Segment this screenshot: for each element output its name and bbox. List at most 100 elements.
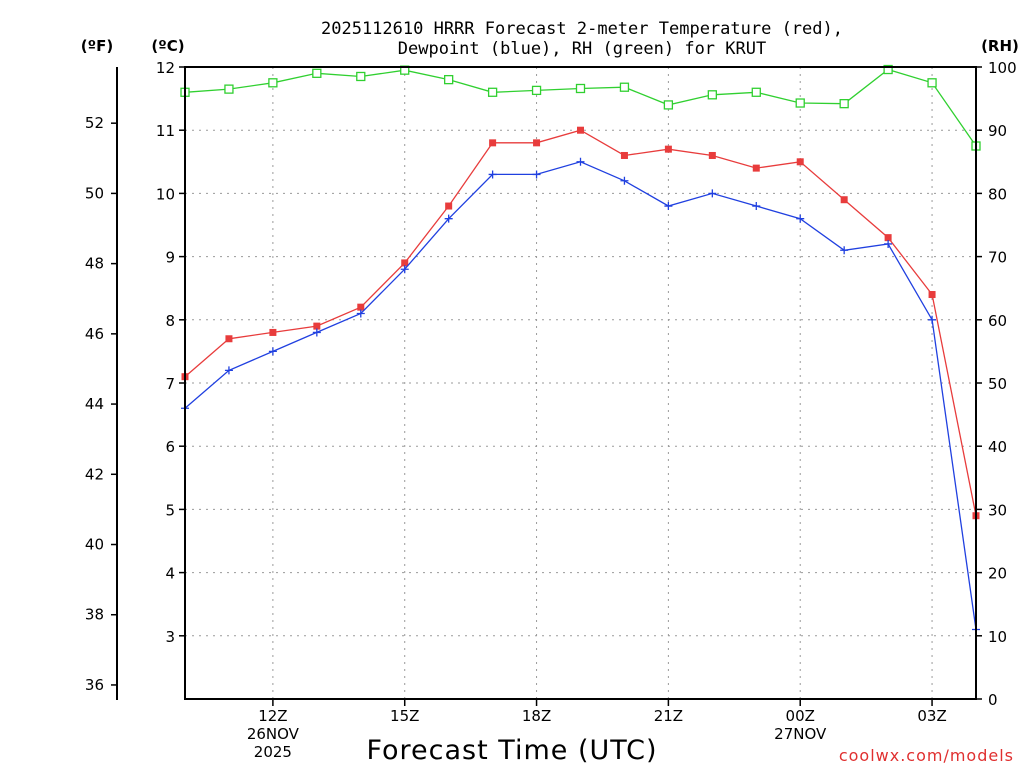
rh-point (839, 99, 849, 109)
celsius-tick-label: 5 (165, 501, 175, 519)
dewpoint-point (400, 265, 409, 274)
rh-point (487, 87, 498, 97)
rh-point (312, 68, 322, 78)
dewpoint-point (576, 157, 585, 166)
rh-point (531, 85, 542, 96)
dewpoint-point (444, 214, 453, 223)
celsius-tick-label: 10 (156, 185, 175, 203)
chart-title-line-2: Dewpoint (blue), RH (green) for KRUT (398, 39, 766, 59)
rh-point (356, 71, 366, 82)
fahrenheit-tick-label: 48 (85, 255, 104, 273)
dewpoint-point (664, 202, 673, 211)
rh-line (184, 68, 977, 147)
dewpoint-point (620, 176, 629, 185)
rh-point (883, 64, 893, 75)
temperature-point (577, 126, 584, 134)
time-tick-label: 26NOV (247, 725, 300, 743)
time-tick-label: 03Z (917, 707, 946, 725)
time-tick-label: 00Z (786, 707, 815, 725)
rh-point (575, 83, 586, 94)
celsius-tick-label: 7 (165, 375, 175, 393)
rh-point (707, 90, 717, 100)
temperature-point (664, 145, 672, 153)
dewpoint-point (840, 246, 849, 255)
dewpoint-point (488, 170, 497, 179)
rh-tick-label: 10 (988, 628, 1007, 646)
temperature-point (796, 158, 804, 166)
celsius-tick-label: 4 (165, 565, 175, 583)
rh-axis: 0 10 20 30 40 50 60 70 80 90 100 (976, 59, 1017, 709)
rh-tick-label: 70 (988, 249, 1007, 267)
rh-tick-label: 60 (988, 312, 1007, 330)
dewpoint-point (752, 202, 761, 211)
chart-title-line-1: 2025112610 HRRR Forecast 2-meter Tempera… (321, 19, 843, 39)
fahrenheit-axis: 36 38 40 42 44 46 48 50 52 (85, 67, 118, 700)
rh-point (795, 98, 805, 108)
temperature-line (184, 129, 977, 516)
site-credit: coolwx.com/models (839, 746, 1014, 765)
rh-point (927, 78, 937, 88)
time-tick-label: 27NOV (774, 725, 827, 743)
fahrenheit-tick-label: 52 (85, 114, 104, 132)
fahrenheit-tick-label: 40 (85, 536, 104, 554)
dewpoint-point (708, 189, 717, 198)
temperature-point (445, 202, 453, 210)
dewpoint-point (224, 366, 233, 375)
time-tick-label: 12Z (258, 707, 287, 725)
rh-point (619, 82, 630, 92)
rh-tick-label: 30 (988, 501, 1007, 519)
temperature-point (620, 151, 628, 159)
rh-point (268, 78, 278, 88)
rh-tick-label: 90 (988, 122, 1007, 140)
time-tick-label: 21Z (654, 707, 683, 725)
rh-tick-label: 40 (988, 438, 1007, 456)
fahrenheit-tick-label: 44 (85, 395, 104, 413)
fahrenheit-tick-label: 50 (85, 184, 104, 202)
dewpoint-point (884, 239, 893, 248)
temperature-point (269, 328, 277, 336)
dewpoint-line (184, 161, 977, 630)
rh-point (663, 100, 674, 110)
dewpoint-point (928, 315, 937, 324)
rh-tick-label: 0 (988, 691, 998, 709)
celsius-axis: 3 4 5 6 7 8 9 10 11 12 (156, 59, 185, 646)
temperature-point (708, 151, 716, 159)
temperature-point (752, 164, 760, 172)
dewpoint-point (356, 309, 365, 318)
rh-tick-label: 20 (988, 565, 1007, 583)
time-tick-label: 2025 (254, 743, 292, 761)
dewpoint-point (268, 347, 277, 356)
temperature-point (840, 196, 848, 204)
time-tick-label: 15Z (390, 707, 419, 725)
rh-point (444, 74, 454, 85)
temperature-point (928, 291, 936, 299)
fahrenheit-tick-label: 36 (85, 676, 104, 694)
celsius-axis-label: (ºC) (151, 37, 184, 55)
temperature-point (357, 303, 365, 311)
rh-axis-label: (RH) (981, 37, 1019, 55)
fahrenheit-tick-label: 46 (85, 325, 104, 343)
celsius-tick-label: 11 (156, 122, 175, 140)
temperature-point (401, 259, 409, 267)
temperature-point (533, 139, 541, 147)
celsius-tick-label: 12 (156, 59, 175, 77)
celsius-tick-label: 3 (165, 628, 175, 646)
celsius-tick-label: 6 (165, 438, 175, 456)
fahrenheit-axis-label: (ºF) (81, 37, 113, 55)
x-axis-title: Forecast Time (UTC) (366, 735, 657, 766)
rh-tick-label: 80 (988, 185, 1007, 203)
dewpoint-point (532, 170, 541, 179)
rh-tick-label: 50 (988, 375, 1007, 393)
fahrenheit-tick-label: 38 (85, 606, 104, 624)
celsius-tick-label: 8 (165, 312, 175, 330)
rh-point (224, 84, 234, 94)
plot-frame (184, 66, 977, 700)
rh-point (751, 87, 761, 97)
dewpoint-point (312, 328, 321, 337)
time-tick-label: 18Z (522, 707, 551, 725)
celsius-tick-label: 9 (165, 249, 175, 267)
temperature-point (313, 322, 321, 330)
temperature-point (489, 139, 497, 147)
